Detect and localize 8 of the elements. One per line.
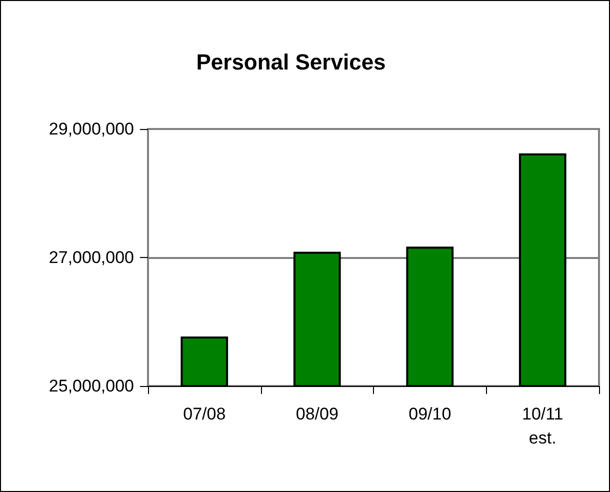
x-tick-label: 09/10 xyxy=(408,404,452,424)
y-tick-label: 27,000,000 xyxy=(48,248,134,267)
x-tick-label: 10/11 est. xyxy=(522,404,564,448)
x-tick-label: 08/09 xyxy=(296,404,338,424)
y-tick-label: 29,000,000 xyxy=(48,120,134,138)
x-tick-label: 07/08 xyxy=(183,404,226,424)
y-tick-label: 25,000,000 xyxy=(48,376,134,396)
chart-title: Personal Services xyxy=(196,50,386,74)
